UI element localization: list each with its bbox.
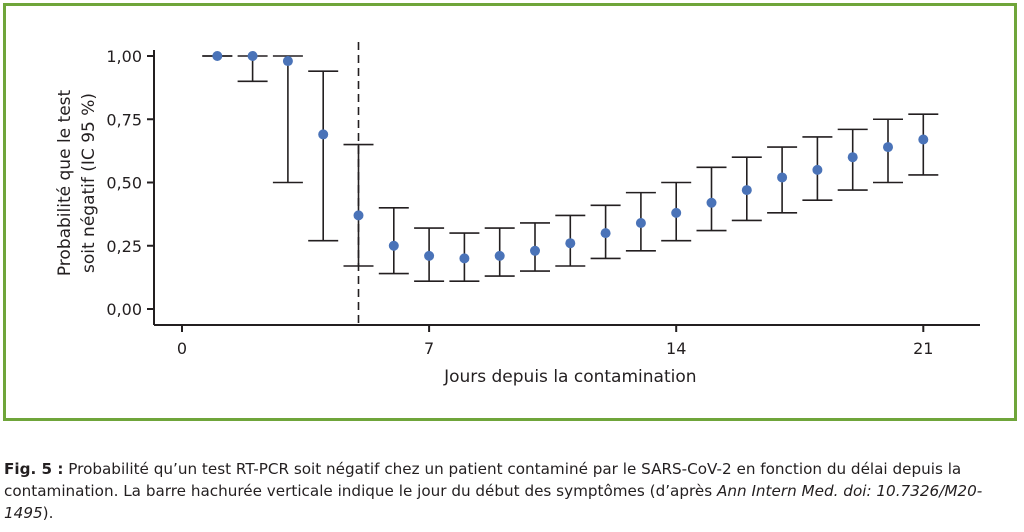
data-point [459,253,470,264]
data-point [777,172,788,183]
x-tick-label: 7 [424,339,434,358]
data-point [671,207,682,218]
data-point [247,51,258,61]
error-bar [378,207,409,275]
figure-frame: 0,00 0,25 0,50 0,75 1,00 0 7 14 21 Jours depuis … [3,3,1017,421]
data-point [353,210,364,221]
x-tick-label: 21 [913,339,933,358]
data-point [282,56,293,67]
data-point [706,197,717,208]
chart-ticks: 0,00 0,25 0,50 0,75 1,00 0 7 14 21 [106,47,933,358]
y-tick-label: 0,00 [106,300,142,319]
data-point [565,238,576,249]
data-point [600,228,611,239]
data-point [812,164,823,175]
figure-label: Fig. 5 : [4,460,64,478]
axis-titles: Jours depuis la contamination Probabilité… [55,90,697,387]
data-points [212,51,929,264]
data-point [424,250,435,261]
data-point [741,185,752,196]
data-point [212,51,223,61]
error-bar [343,143,374,267]
error-bar [308,70,339,242]
data-point [918,134,929,145]
chart-axes [153,50,980,326]
y-tick-label: 0,75 [106,110,142,129]
y-axis-title: Probabilité que le test soit négatif (IC … [55,90,99,277]
y-tick-label: 1,00 [106,47,142,66]
data-point [388,240,399,251]
data-point [318,129,329,140]
y-tick-label: 0,50 [106,174,142,193]
caption-text: Probabilité qu’un test RT-PCR soit négat… [4,460,962,500]
x-tick-label: 0 [177,339,187,358]
x-tick-label: 14 [666,339,686,358]
caption-end: ). [42,504,54,522]
x-axis-title: Jours depuis la contamination [443,367,696,387]
data-point [883,142,893,153]
data-point [494,250,505,261]
y-axis-title-line: Probabilité que le test [55,90,75,277]
data-point [847,152,858,163]
y-tick-label: 0,25 [106,237,142,256]
chart: 0,00 0,25 0,50 0,75 1,00 0 7 14 21 Jours depuis … [55,42,980,387]
figure-caption: Fig. 5 : Probabilité qu’un test RT-PCR s… [4,458,1022,524]
error-bar [272,55,303,184]
caption-citation: Ann Intern Med. doi: 10.7326/M20-1495 [4,482,983,522]
y-axis-title-line: soit négatif (IC 95 %) [79,93,99,273]
data-point [635,217,646,228]
error-bar [908,113,939,176]
data-point [530,245,540,256]
